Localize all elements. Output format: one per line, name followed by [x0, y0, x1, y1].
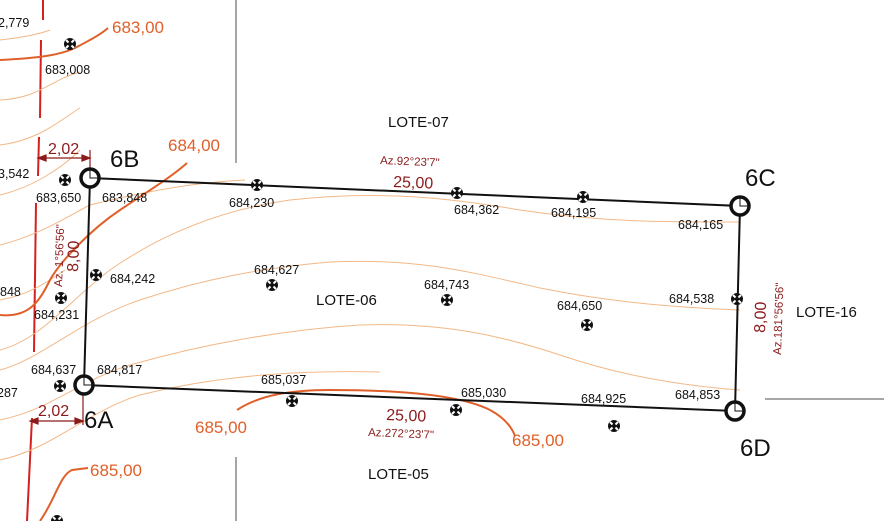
street-lines — [235, 0, 884, 521]
survey-point-icon — [581, 319, 593, 331]
survey-point-icon — [577, 191, 589, 203]
elevation-label: 287 — [0, 386, 18, 400]
contour-683 — [0, 27, 109, 61]
vertex-label-6c: 6C — [745, 165, 776, 192]
lot-boundary — [82, 176, 742, 413]
elevation-label: 685,030 — [461, 386, 506, 400]
elevation-label: 684,231 — [34, 308, 79, 322]
lot-label-east: LOTE-16 — [796, 304, 857, 321]
east-side-length: 8,00 — [752, 301, 770, 333]
survey-point-icon — [266, 279, 278, 291]
offset-top: 2,02 — [48, 141, 79, 158]
elevation-label: 2,779 — [0, 16, 29, 30]
elevation-label: 684,650 — [557, 299, 602, 313]
contour-label-684: 684,00 — [168, 136, 220, 155]
survey-point-icon — [64, 38, 76, 50]
contour-684 — [0, 162, 188, 317]
north-side-azimuth: Az.92°23'7" — [380, 155, 440, 169]
elevation-label: 685,037 — [261, 373, 306, 387]
vertex-label-6a: 6A — [84, 407, 113, 434]
elevation-label: 684,743 — [424, 278, 469, 292]
vertex-marker-icon — [724, 400, 746, 422]
lot-label-main: LOTE-06 — [316, 292, 377, 309]
minor-contours — [0, 29, 741, 461]
survey-point-icon — [450, 404, 462, 416]
east-side-azimuth: Az.181°56'56" — [772, 282, 787, 355]
elevation-label: 684,538 — [669, 292, 714, 306]
elevation-label: 683,008 — [45, 63, 90, 77]
north-side-length: 25,00 — [393, 174, 434, 193]
elevation-label: 684,195 — [551, 206, 596, 220]
offset-bottom: 2,02 — [38, 403, 69, 420]
survey-point-icon — [731, 293, 743, 305]
vertex-markers — [73, 167, 751, 422]
contour-label-685: 685,00 — [195, 418, 247, 437]
survey-point-icon — [608, 420, 620, 432]
contour-label-683: 683,00 — [112, 18, 164, 37]
elevation-label: 684,637 — [31, 363, 76, 377]
vertex-marker-icon — [79, 167, 101, 189]
south-side-length: 25,00 — [386, 407, 427, 426]
elevation-label: 684,230 — [229, 196, 274, 210]
contour-label-685: 685,00 — [90, 461, 142, 480]
elevation-label: 684,242 — [110, 272, 155, 286]
lot-label-north: LOTE-07 — [388, 114, 449, 131]
offset-line — [26, 0, 44, 521]
elevation-labels: 2,779 683,008 3,542 683,650 683,848 684,… — [0, 16, 723, 406]
elevation-label: 683,848 — [102, 191, 147, 205]
survey-point-icon — [54, 380, 66, 392]
vertex-marker-icon — [73, 374, 95, 396]
elevation-label: 684,165 — [678, 218, 723, 232]
elevation-label: 684,817 — [97, 363, 142, 377]
survey-point-icon — [441, 294, 453, 306]
survey-point-icon — [286, 395, 298, 407]
west-side-azimuth: Az. 1°56'56" — [53, 224, 67, 287]
survey-point-icon — [55, 292, 67, 304]
vertex-label-6b: 6B — [110, 146, 139, 173]
major-contours — [0, 27, 516, 521]
survey-points — [51, 38, 743, 521]
elevation-label: 684,853 — [675, 388, 720, 402]
offset-dimensions — [28, 150, 92, 425]
west-side-length: 8,00 — [65, 240, 83, 272]
survey-point-icon — [59, 174, 71, 186]
elevation-label: 684,925 — [581, 392, 626, 406]
survey-point-icon — [451, 187, 463, 199]
contour-label-685: 685,00 — [512, 431, 564, 450]
lot-label-south: LOTE-05 — [368, 466, 429, 483]
elevation-label: 848 — [0, 285, 21, 299]
vertex-marker-icon — [729, 195, 751, 217]
elevation-label: 684,627 — [254, 263, 299, 277]
elevation-label: 3,542 — [0, 167, 29, 181]
south-side-azimuth: Az.272°23'7" — [368, 427, 434, 442]
elevation-label: 684,362 — [454, 203, 499, 217]
vertex-label-6d: 6D — [740, 435, 771, 462]
survey-point-icon — [51, 515, 63, 521]
survey-point-icon — [251, 179, 263, 191]
contour-685 — [236, 388, 516, 437]
contour-685-left — [39, 467, 89, 521]
elevation-label: 683,650 — [36, 191, 81, 205]
survey-point-icon — [90, 269, 102, 281]
